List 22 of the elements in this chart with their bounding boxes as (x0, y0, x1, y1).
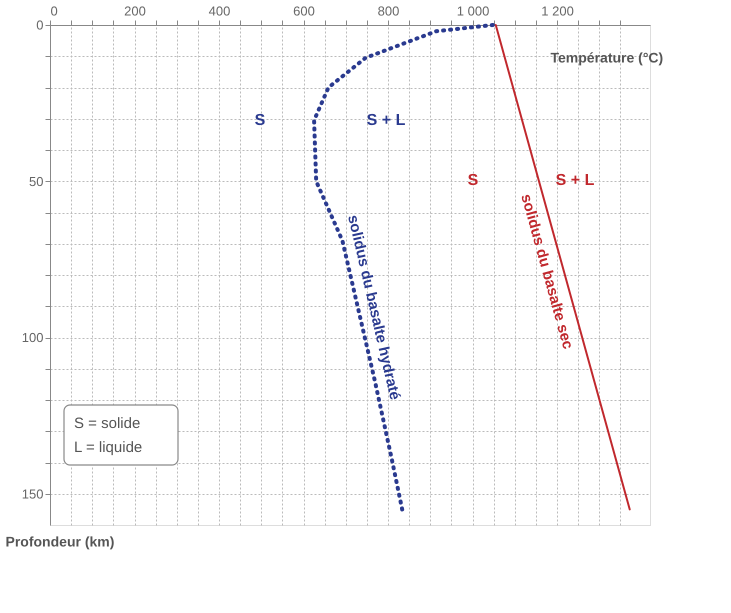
y-tick-label: 100 (22, 330, 44, 345)
x-tick-label: 600 (293, 4, 315, 18)
line-series (312, 23, 495, 514)
annotation: S + L (366, 112, 406, 129)
x-tick-label: 0 (50, 4, 58, 18)
x-tick-label: 400 (208, 4, 230, 18)
x-tick-label: 800 (378, 4, 400, 18)
annotation: S (254, 112, 266, 129)
text: solidus du basalte sec (517, 192, 576, 351)
annotation: S (468, 172, 479, 189)
annotation: S + L (556, 172, 595, 189)
annotation: S = solide (74, 415, 140, 432)
x-tick-label: 200 (124, 4, 146, 18)
text: solidus du basalte hydraté (344, 213, 404, 402)
y-tick-label: 150 (22, 486, 44, 502)
y-tick-label: 0 (36, 18, 44, 32)
x-axis-title: Température (°C) (550, 50, 664, 66)
x-tick-label: 1 200 (541, 4, 574, 18)
x-tick-label: 1 000 (456, 4, 490, 18)
annotation: L = liquide (74, 439, 142, 456)
y-axis-title: Profondeur (km) (6, 534, 114, 550)
y-tick-label: 50 (29, 174, 44, 189)
